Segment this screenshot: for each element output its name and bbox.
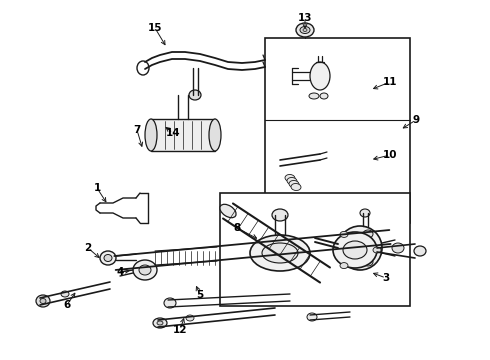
- Ellipse shape: [392, 243, 404, 253]
- Text: 15: 15: [148, 23, 162, 33]
- Bar: [265, 38, 410, 223]
- Ellipse shape: [338, 226, 382, 270]
- Ellipse shape: [289, 180, 299, 188]
- Ellipse shape: [296, 23, 314, 37]
- Ellipse shape: [343, 241, 367, 259]
- Text: 5: 5: [196, 290, 204, 300]
- Ellipse shape: [303, 28, 307, 31]
- Ellipse shape: [61, 291, 69, 297]
- Ellipse shape: [310, 62, 330, 90]
- Ellipse shape: [100, 251, 116, 265]
- Ellipse shape: [133, 260, 157, 280]
- Ellipse shape: [153, 318, 167, 328]
- Ellipse shape: [333, 232, 377, 268]
- Ellipse shape: [363, 258, 373, 266]
- Text: 12: 12: [173, 325, 187, 335]
- Ellipse shape: [307, 313, 317, 321]
- Ellipse shape: [320, 93, 328, 99]
- Ellipse shape: [250, 235, 310, 271]
- Ellipse shape: [373, 247, 381, 253]
- Ellipse shape: [40, 298, 46, 303]
- Ellipse shape: [360, 209, 370, 217]
- Ellipse shape: [186, 315, 194, 321]
- Text: 6: 6: [63, 300, 71, 310]
- Ellipse shape: [272, 209, 288, 221]
- Ellipse shape: [157, 321, 163, 325]
- Text: 13: 13: [298, 13, 312, 23]
- Ellipse shape: [282, 198, 296, 206]
- Ellipse shape: [209, 119, 221, 151]
- Ellipse shape: [414, 246, 426, 256]
- Ellipse shape: [363, 230, 373, 238]
- Ellipse shape: [350, 238, 370, 258]
- Ellipse shape: [145, 119, 157, 151]
- Text: 8: 8: [233, 223, 241, 233]
- Ellipse shape: [104, 255, 112, 261]
- Bar: [151, 119, 215, 151]
- Ellipse shape: [309, 93, 319, 99]
- Text: 7: 7: [133, 125, 141, 135]
- Text: 1: 1: [94, 183, 100, 193]
- Ellipse shape: [287, 177, 297, 185]
- Ellipse shape: [262, 243, 298, 263]
- Ellipse shape: [220, 204, 236, 218]
- Bar: [220, 193, 410, 306]
- Ellipse shape: [164, 298, 176, 308]
- Text: 14: 14: [166, 128, 180, 138]
- Ellipse shape: [189, 90, 201, 100]
- Ellipse shape: [285, 175, 295, 181]
- Ellipse shape: [36, 295, 50, 307]
- Text: 9: 9: [413, 115, 419, 125]
- Ellipse shape: [300, 27, 310, 33]
- Ellipse shape: [139, 265, 151, 275]
- Ellipse shape: [291, 184, 301, 190]
- Text: 11: 11: [383, 77, 397, 87]
- Ellipse shape: [340, 231, 348, 237]
- Text: 10: 10: [383, 150, 397, 160]
- Ellipse shape: [340, 262, 348, 269]
- Text: 2: 2: [84, 243, 92, 253]
- Text: 4: 4: [116, 267, 123, 277]
- Text: 3: 3: [382, 273, 390, 283]
